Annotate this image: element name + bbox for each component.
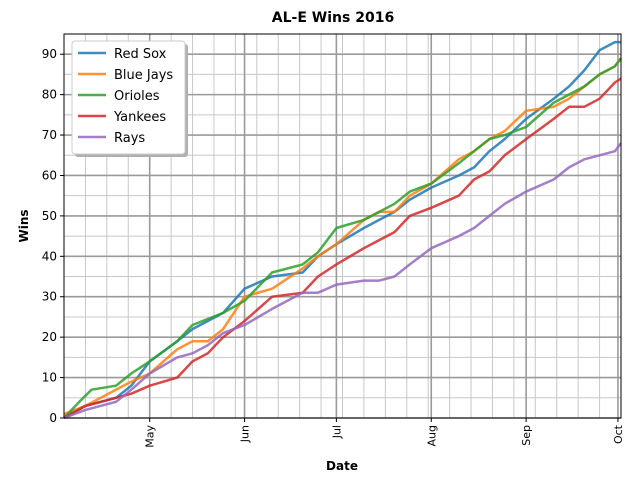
y-tick-label: 80 [42,88,57,102]
x-tick-label: Jul [330,425,343,439]
x-tick-label: Oct [612,424,625,444]
legend-label-blue-jays: Blue Jays [114,68,173,83]
series-layer [63,40,622,420]
y-axis-ticks: 0 10 20 30 40 50 60 70 80 90 [42,47,64,425]
y-tick-label: 0 [49,411,57,425]
x-tick-label: Jun [239,425,252,443]
x-axis-label: Date [326,459,358,473]
y-tick-label: 70 [42,128,57,142]
x-tick-label: Sep [520,425,533,446]
legend-label-yankees: Yankees [113,110,166,125]
y-tick-label: 50 [42,209,57,223]
axes [63,33,622,419]
legend: Red Sox Blue Jays Orioles Yankees Rays [71,40,188,157]
y-tick-label: 10 [42,371,57,385]
plot-frame [63,33,622,419]
y-axis-label: Wins [17,209,31,242]
y-tick-label: 90 [42,47,57,61]
y-tick-label: 20 [42,330,57,344]
legend-label-rays: Rays [114,131,145,146]
y-tick-label: 40 [42,249,57,263]
series-line-orioles [63,57,622,419]
chart-title: AL-E Wins 2016 [272,10,394,26]
x-tick-label: May [144,425,157,448]
legend-box [71,40,186,155]
legend-label-orioles: Orioles [114,89,160,104]
series-line-rays [63,142,622,420]
y-tick-label: 60 [42,168,57,182]
legend-label-red-sox: Red Sox [114,47,167,62]
x-tick-label: Aug [425,425,438,446]
x-axis-ticks: May Jun Jul Aug Sep Oct [144,418,625,448]
y-tick-label: 30 [42,290,57,304]
series-line-yankees [63,77,622,420]
grid-lines [63,34,622,419]
